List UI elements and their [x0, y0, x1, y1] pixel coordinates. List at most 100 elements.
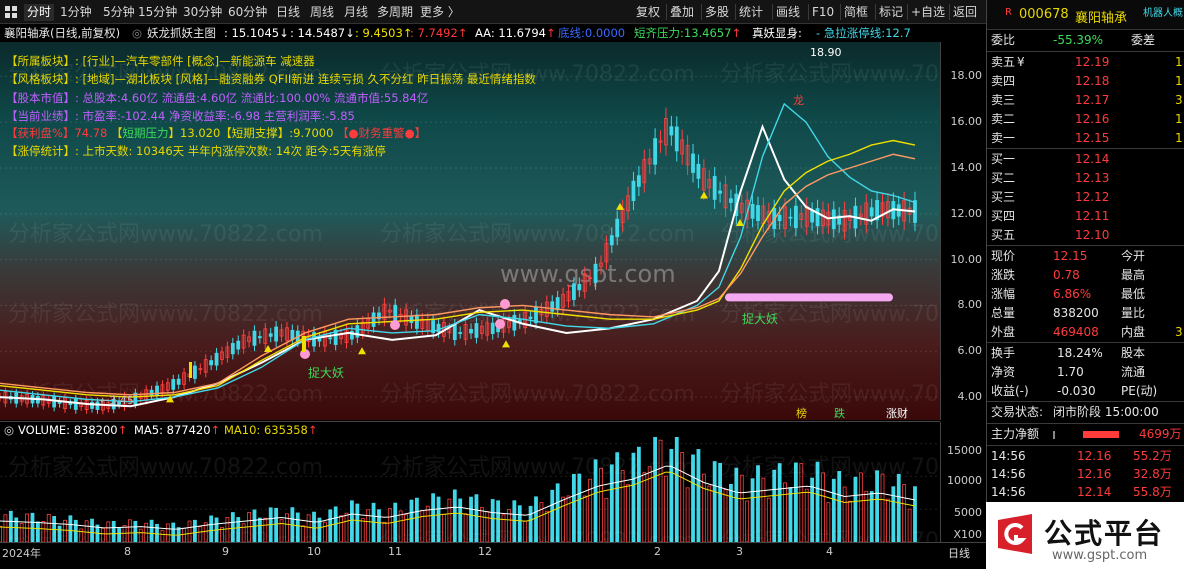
volume-bar [366, 509, 371, 542]
bid-row[interactable]: 买五 12.10 [991, 228, 1110, 242]
indicator-name[interactable]: 妖龙抓妖主图 [147, 26, 216, 40]
ask-row[interactable]: 卖四 12.18 1 [991, 74, 1183, 88]
series-line-3 [0, 153, 916, 396]
main-price-chart[interactable]: 分析家公式网www.70822.com 分析家公式网www.70822.com … [0, 42, 940, 420]
tool-button-6[interactable]: 简框 [844, 5, 869, 19]
candle-body [393, 304, 398, 322]
volume-chart[interactable]: 分析家公式网www.70822.com 分析家公式网www.70822.com … [0, 437, 940, 542]
volume-bar [496, 500, 501, 542]
tool-button-0[interactable]: 复权 [636, 5, 661, 19]
timeframe-tab-9[interactable]: 多周期 [377, 5, 414, 19]
candle-body [631, 180, 636, 202]
volume-bar [442, 513, 446, 542]
tool-button-7[interactable]: 标记 [879, 5, 904, 19]
volume-bar [729, 483, 733, 542]
volume-bar [128, 519, 132, 542]
volume-bar [701, 473, 706, 542]
ask-row[interactable]: 卖三 12.17 3 [991, 93, 1183, 107]
candle-body [582, 273, 587, 292]
toolbar-separator [701, 4, 702, 20]
timeframe-tab-5[interactable]: 60分钟 [228, 5, 268, 19]
period-label[interactable]: 日线 [948, 547, 970, 560]
volume-bar [517, 505, 522, 542]
volume-bar [360, 518, 365, 542]
stat-row: 外盘 469408 内盘 3 [991, 325, 1183, 339]
divider [987, 51, 1184, 52]
volume-bar [469, 496, 473, 542]
candle-body [230, 343, 235, 355]
vol-icon[interactable]: ◎ [4, 423, 15, 437]
dragon-mark: 龙 [793, 94, 804, 107]
timeframe-tab-10[interactable]: 更多 〉 [420, 5, 460, 19]
volume-bar [490, 499, 495, 542]
bid-row[interactable]: 买二 12.13 [991, 171, 1110, 185]
grid-icon[interactable] [4, 5, 18, 19]
candle-body [377, 312, 381, 320]
volume-bar [804, 488, 809, 542]
bid-row[interactable]: 买一 12.14 [991, 152, 1110, 166]
divider [987, 245, 1184, 246]
candle-body [512, 314, 517, 331]
candle-body [328, 337, 333, 340]
candle-body [880, 202, 885, 217]
volume-bar [285, 513, 289, 542]
timeframe-tab-6[interactable]: 日线 [276, 5, 301, 19]
bid-row[interactable]: 买四 12.11 [991, 209, 1110, 223]
min-price-label: ←3.45 [100, 394, 134, 407]
volume-bar [106, 521, 111, 542]
volume-bar [149, 519, 154, 542]
tool-button-1[interactable]: 叠加 [670, 5, 695, 19]
volume-bar [14, 517, 19, 542]
volume-bar [550, 489, 555, 542]
tool-button-2[interactable]: 多股 [705, 5, 730, 19]
tool-button-9[interactable]: 返回 [953, 5, 978, 19]
vol-ma5-line [0, 465, 916, 530]
volume-bar [696, 449, 701, 542]
tool-button-5[interactable]: F10 [812, 5, 835, 19]
tool-button-4[interactable]: 画线 [776, 5, 801, 19]
volume-bar [831, 478, 836, 542]
volume-bar [647, 466, 652, 542]
volume-bar [902, 484, 907, 542]
concept-tag[interactable]: 机器人概 [1143, 8, 1183, 19]
ask-row[interactable]: 卖一 12.15 1 [991, 131, 1183, 145]
volume-bar [615, 452, 620, 542]
vol-y-tick-label: X100 [953, 528, 982, 541]
x-tick-label: 2 [654, 545, 661, 558]
volume-bar [653, 437, 658, 542]
volume-bar [756, 465, 760, 542]
candle-body [653, 138, 658, 165]
candle-body [718, 190, 722, 194]
quote-header: R 000678 襄阳轴承 机器人概 [987, 0, 1184, 30]
bid-row[interactable]: 买三 12.12 [991, 190, 1110, 204]
info-line-profit: 【获利盘%】74.78 【短期压力】13.020【短期支撑】:9.7000 【●… [6, 126, 427, 140]
volume-bar [907, 508, 912, 542]
volume-bar [485, 511, 490, 542]
timeframe-tab-2[interactable]: 5分钟 [103, 5, 135, 19]
dropdown-icon[interactable]: ◎ [132, 26, 143, 40]
tool-button-3[interactable]: 统计 [739, 5, 764, 19]
volume-bar [685, 487, 690, 542]
tick-row: 14:56 12.16 55.2万 [991, 449, 1172, 463]
timeframe-tab-4[interactable]: 30分钟 [183, 5, 223, 19]
timeframe-tab-8[interactable]: 月线 [344, 5, 369, 19]
volume-bar [165, 523, 170, 542]
volume-bar [566, 495, 571, 542]
volume-bar [312, 511, 316, 542]
volume-bar [322, 521, 327, 542]
tool-button-8[interactable]: +自选 [911, 5, 946, 19]
candle-body [236, 340, 241, 350]
timeframe-tab-3[interactable]: 15分钟 [138, 5, 178, 19]
tag-zhangcai: 涨财 [886, 407, 908, 420]
ask-row[interactable]: 卖五 ¥12.19 1 [991, 55, 1183, 69]
x-tick-label: 8 [124, 545, 131, 558]
timeframe-tab-7[interactable]: 周线 [310, 5, 335, 19]
r-badge: R [1005, 7, 1012, 18]
timeframe-tab-1[interactable]: 1分钟 [60, 5, 92, 19]
volume-chart-svg [0, 437, 940, 542]
ask-row[interactable]: 卖二 12.16 1 [991, 112, 1183, 126]
volume-bar [507, 509, 511, 542]
signal-bar [189, 362, 192, 378]
timeframe-tab-0[interactable]: 分时 [24, 4, 55, 21]
candle-body [593, 263, 598, 283]
